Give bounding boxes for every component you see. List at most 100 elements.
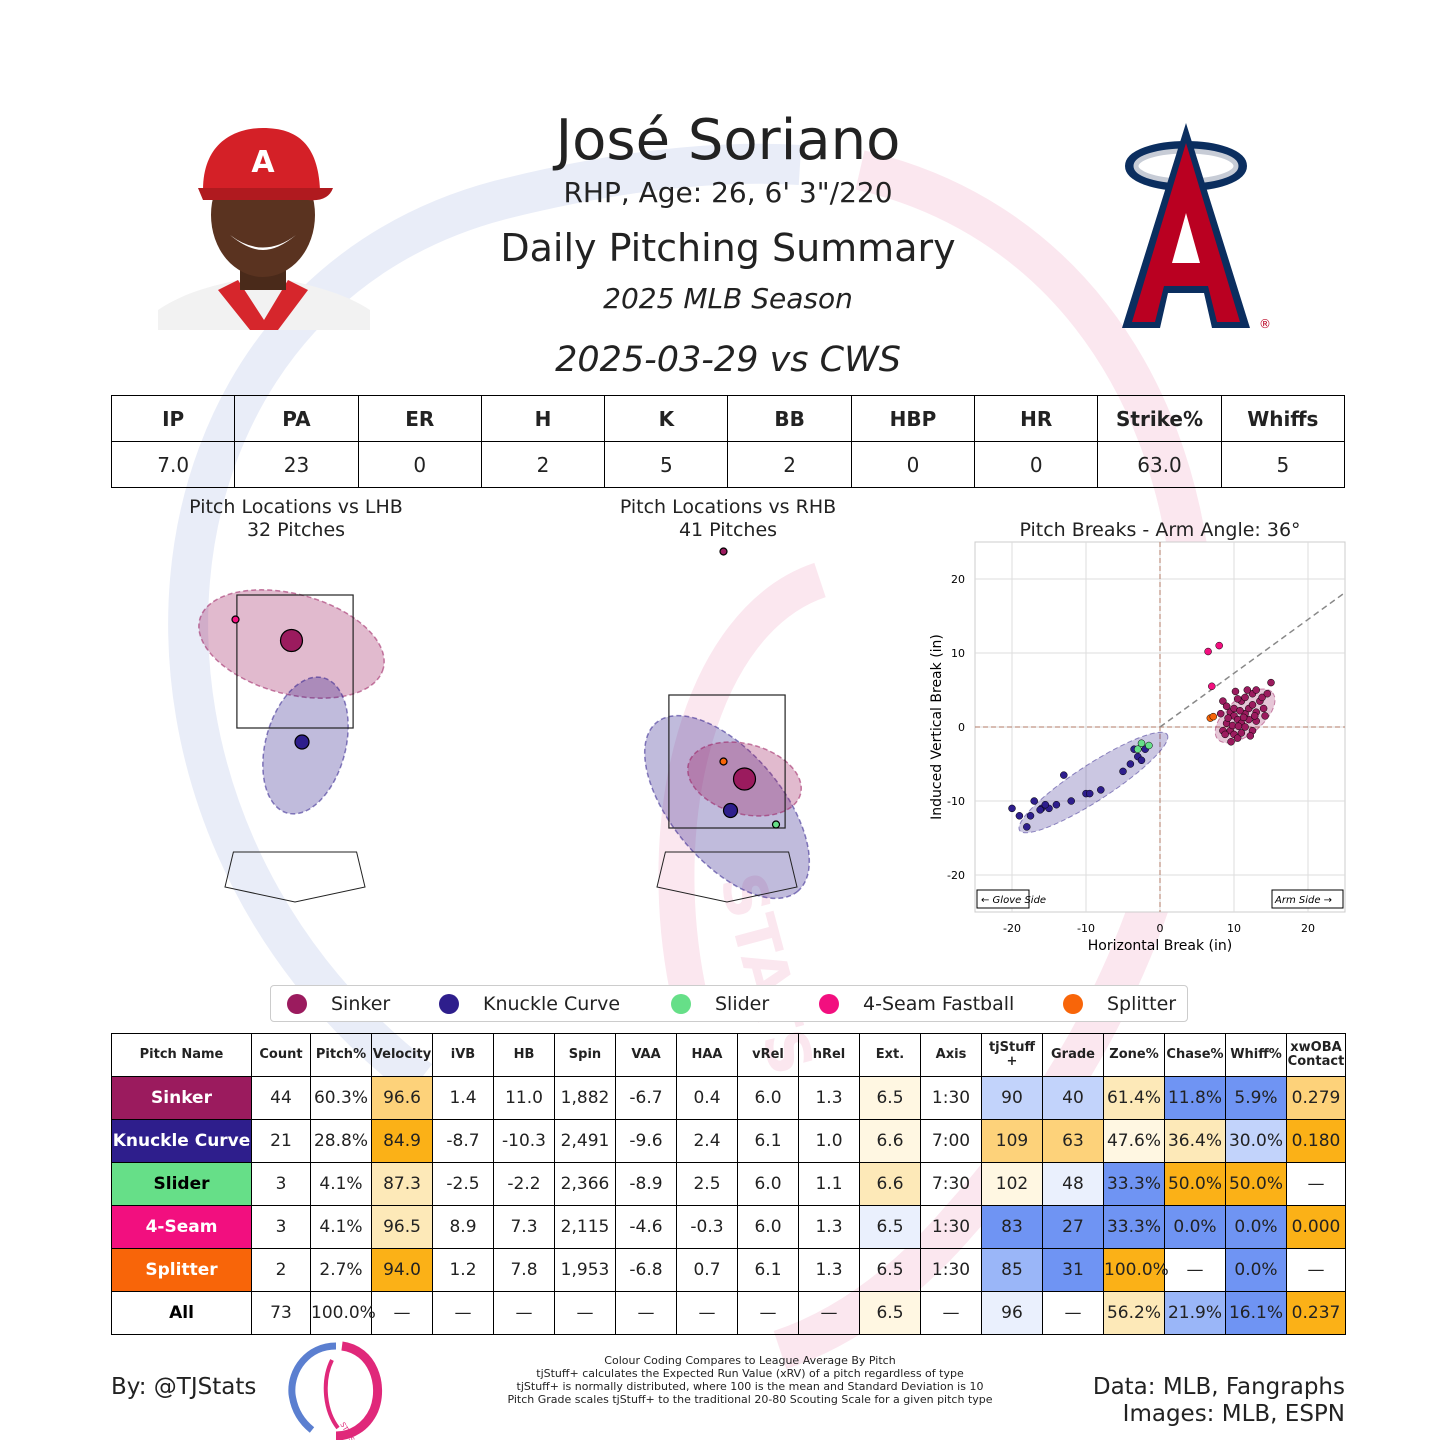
pitch-metric-cell: 96 [981,1291,1043,1335]
pitch-metric-cell: 0.180 [1286,1119,1346,1163]
pitch-metric-cell: 100.0% [1103,1248,1169,1292]
sinker-break-point [1227,738,1235,746]
pitch-table-header: HAA [676,1033,738,1077]
lhb-location-chart [198,589,385,903]
sinker-location-point [719,547,728,556]
pitch-row: Knuckle Curve 21 28.8% 84.9 -8.7 -10.3 2,491 -9… [111,1119,1346,1163]
break-chart-title: Pitch Breaks - Arm Angle: 36° [1019,519,1301,541]
home-plate [656,851,798,903]
pitch-name-cell: 4-Seam [111,1205,252,1249]
4-seam-fastball-location-point [231,615,240,624]
pitch-metric-cell: 87.3 [371,1162,433,1206]
pitch-row: 4-Seam 3 4.1% 96.5 8.9 7.3 2,115 -4.6 -0.3 6.0 1.3… [111,1205,1346,1249]
pitch-name-cell: Knuckle Curve [111,1119,252,1163]
knuckle-curve-break-point [1026,812,1035,820]
pitch-table-header: iVB [432,1033,494,1077]
pitch-metric-cell: 1:30 [920,1248,982,1292]
rhb-location-chart [643,547,811,903]
glove-side-box [976,889,1030,909]
pitch-metric-cell: 0.000 [1286,1205,1346,1249]
pitch-metric-cell: 7.3 [493,1205,555,1249]
pitch-metric-cell: 7:00 [920,1119,982,1163]
pitch-table-header: Whiff% [1225,1033,1287,1077]
pitch-metric-cell: 1.0 [798,1119,860,1163]
pitch-metric-cell: -4.6 [615,1205,677,1249]
footer-note: Pitch Grade scales tjStuff+ to the tradi… [507,1393,993,1406]
pitch-metric-cell: — [1286,1248,1346,1292]
season-label: 2025 MLB Season [603,282,853,315]
pitch-metric-cell: 73 [251,1291,311,1335]
pitch-metric-cell: 0.7 [676,1248,738,1292]
pitch-metric-cell: 90 [981,1076,1043,1120]
sinker-break-point [1231,687,1240,696]
y-tick-label: -20 [947,869,965,882]
pitch-name-cell: All [111,1291,252,1335]
pitch-row: All 73 100.0% — — — — — — — —6.5—96—56.2% 21.9% 16.1… [111,1291,1346,1335]
slider-swatch [671,993,691,1014]
stat-value: 0 [357,441,482,488]
x-tick-label: -10 [1077,922,1095,935]
knuckle-curve-break-point [1137,756,1146,765]
pitch-metric-cell: 3 [251,1205,311,1249]
pitch-metric-cell: 4.1% [310,1205,372,1249]
footer-note: tjStuff+ calculates the Expected Run Val… [536,1367,964,1380]
pitch-metric-cell: 2,491 [554,1119,616,1163]
splitter-location-point [719,757,728,766]
pitch-metric-cell: 60.3% [310,1076,372,1120]
knuckle-curve-break-point [1067,797,1075,805]
pitch-metric-cell: 27 [1042,1205,1104,1249]
pitch-metric-cell: 2.4 [676,1119,738,1163]
legend-item: Splitter [1063,986,1176,1021]
sinker-break-point [1261,712,1269,720]
sinker-break-point [1221,730,1229,739]
knuckle-curve-break-point [1008,804,1016,813]
pitch-metric-cell: 7.8 [493,1248,555,1292]
sinker-break-point [1219,697,1227,705]
y-axis-label: Induced Vertical Break (in) [929,634,945,820]
knuckle-curve-break-point [1126,760,1135,768]
pitch-metric-cell: 0.237 [1286,1291,1346,1335]
pitch-table-header: Pitch Name [111,1033,252,1077]
knuckle-curve-location-point [722,802,739,819]
sinker-break-point [1236,706,1244,715]
pitch-metric-cell: 61.4% [1103,1076,1165,1120]
pitch-metric-cell: 33.3% [1103,1205,1165,1249]
stat-header: ER [357,395,482,442]
pitch-metric-cell: 6.1 [737,1119,799,1163]
stat-value: 0 [974,441,1099,488]
stat-value: 63.0 [1097,441,1222,488]
pitch-metric-cell: 6.5 [859,1248,921,1292]
pitch-table-header: vRel [737,1033,799,1077]
pitch-metric-cell: 0.4 [676,1076,738,1120]
pitch-metric-cell: 33.3% [1103,1162,1165,1206]
pitch-metric-cell: -8.7 [432,1119,494,1163]
legend-item: Slider [671,986,769,1021]
pitch-row: Sinker 44 60.3% 96.6 1.4 11.0 1,882 -6.7 0.4 6.0 1… [111,1076,1346,1120]
pitch-metric-cell: 2.5 [676,1162,738,1206]
strike-zone [668,694,786,829]
pitch-break-chart: -20 -10 0 10 20 -20 -10 0 10 20 ← Glove Side Arm Si… [929,541,1346,954]
4-seam-fastball-break-point [1208,682,1216,691]
stat-header: HR [974,395,1099,442]
pitch-metric-cell: 85 [981,1248,1043,1292]
pitch-metric-cell: 6.0 [737,1076,799,1120]
pitch-table-header: Velocity [371,1033,433,1077]
pitch-metric-cell: 2 [251,1248,311,1292]
strike-zone [236,594,354,729]
author-credit: By: @TJStats [111,1374,257,1400]
team-logo: ® [1122,123,1271,331]
player-headshot: A [158,128,370,330]
knuckle-curve-break-point [1097,786,1105,794]
legend-label: Slider [715,992,770,1015]
pitch-table-header: Spin [554,1033,616,1077]
pitch-metric-cell: -0.3 [676,1205,738,1249]
pitch-metric-cell: 5.9% [1225,1076,1287,1120]
x-axis-label: Horizontal Break (in) [1088,938,1232,954]
pitch-metric-cell: — [920,1291,982,1335]
pitch-metric-cell: 96.5 [371,1205,433,1249]
pitch-table-header: Chase% [1164,1033,1226,1077]
pitch-metric-cell: 3 [251,1162,311,1206]
pitch-metric-cell: 6.5 [859,1205,921,1249]
pitch-metric-cell: 36.4% [1164,1119,1226,1163]
pitch-metric-cell: 1,953 [554,1248,616,1292]
